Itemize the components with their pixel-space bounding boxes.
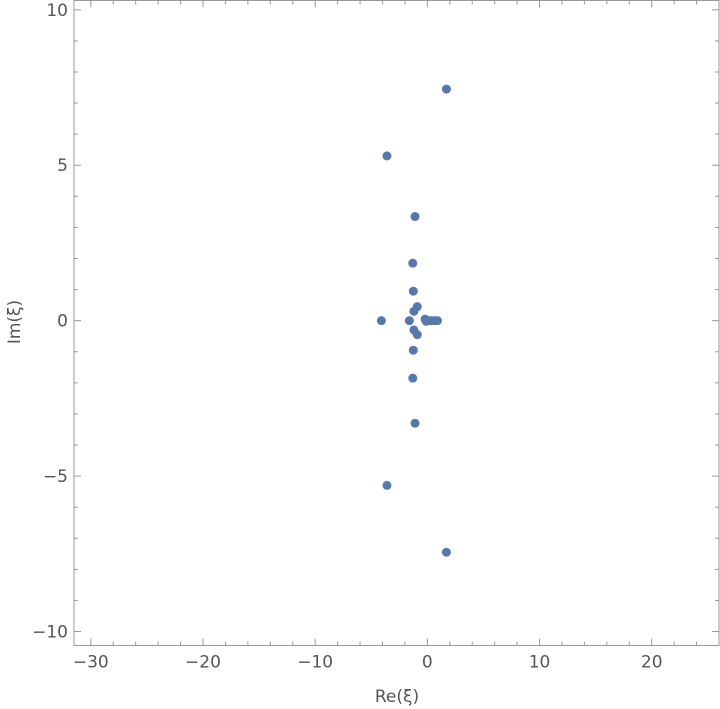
y-tick-label: 0 bbox=[57, 312, 68, 332]
data-point bbox=[410, 212, 420, 222]
x-tick-label: −30 bbox=[73, 653, 109, 673]
data-point bbox=[441, 84, 451, 94]
data-point bbox=[382, 151, 392, 161]
x-tick-label: 10 bbox=[529, 653, 551, 673]
y-tick-label: 10 bbox=[46, 1, 68, 21]
data-point bbox=[412, 330, 422, 340]
x-tick-label: 0 bbox=[422, 653, 433, 673]
data-point bbox=[408, 345, 418, 355]
data-point bbox=[412, 302, 422, 312]
y-axis-label: Im(ξ) bbox=[5, 300, 25, 344]
data-point bbox=[376, 316, 386, 326]
data-point bbox=[408, 286, 418, 296]
x-tick-label: −10 bbox=[297, 653, 333, 673]
x-tick-label: −20 bbox=[185, 653, 221, 673]
data-point bbox=[408, 258, 418, 268]
data-point bbox=[410, 418, 420, 428]
y-tick-label: 5 bbox=[57, 156, 68, 176]
data-point bbox=[432, 316, 442, 326]
data-point bbox=[408, 373, 418, 383]
plot-frame bbox=[73, 0, 720, 646]
data-point bbox=[441, 547, 451, 557]
data-point bbox=[404, 316, 414, 326]
x-axis-label: Re(ξ) bbox=[375, 687, 419, 707]
y-axis-ticks: 10 5 0 −5 −10 bbox=[32, 1, 719, 643]
x-axis-ticks: −30 −20 −10 0 10 20 bbox=[73, 0, 698, 673]
data-point bbox=[382, 480, 392, 490]
x-tick-label: 20 bbox=[641, 653, 663, 673]
data-points bbox=[376, 84, 451, 557]
y-tick-label: −10 bbox=[32, 623, 68, 643]
y-tick-label: −5 bbox=[43, 467, 68, 487]
